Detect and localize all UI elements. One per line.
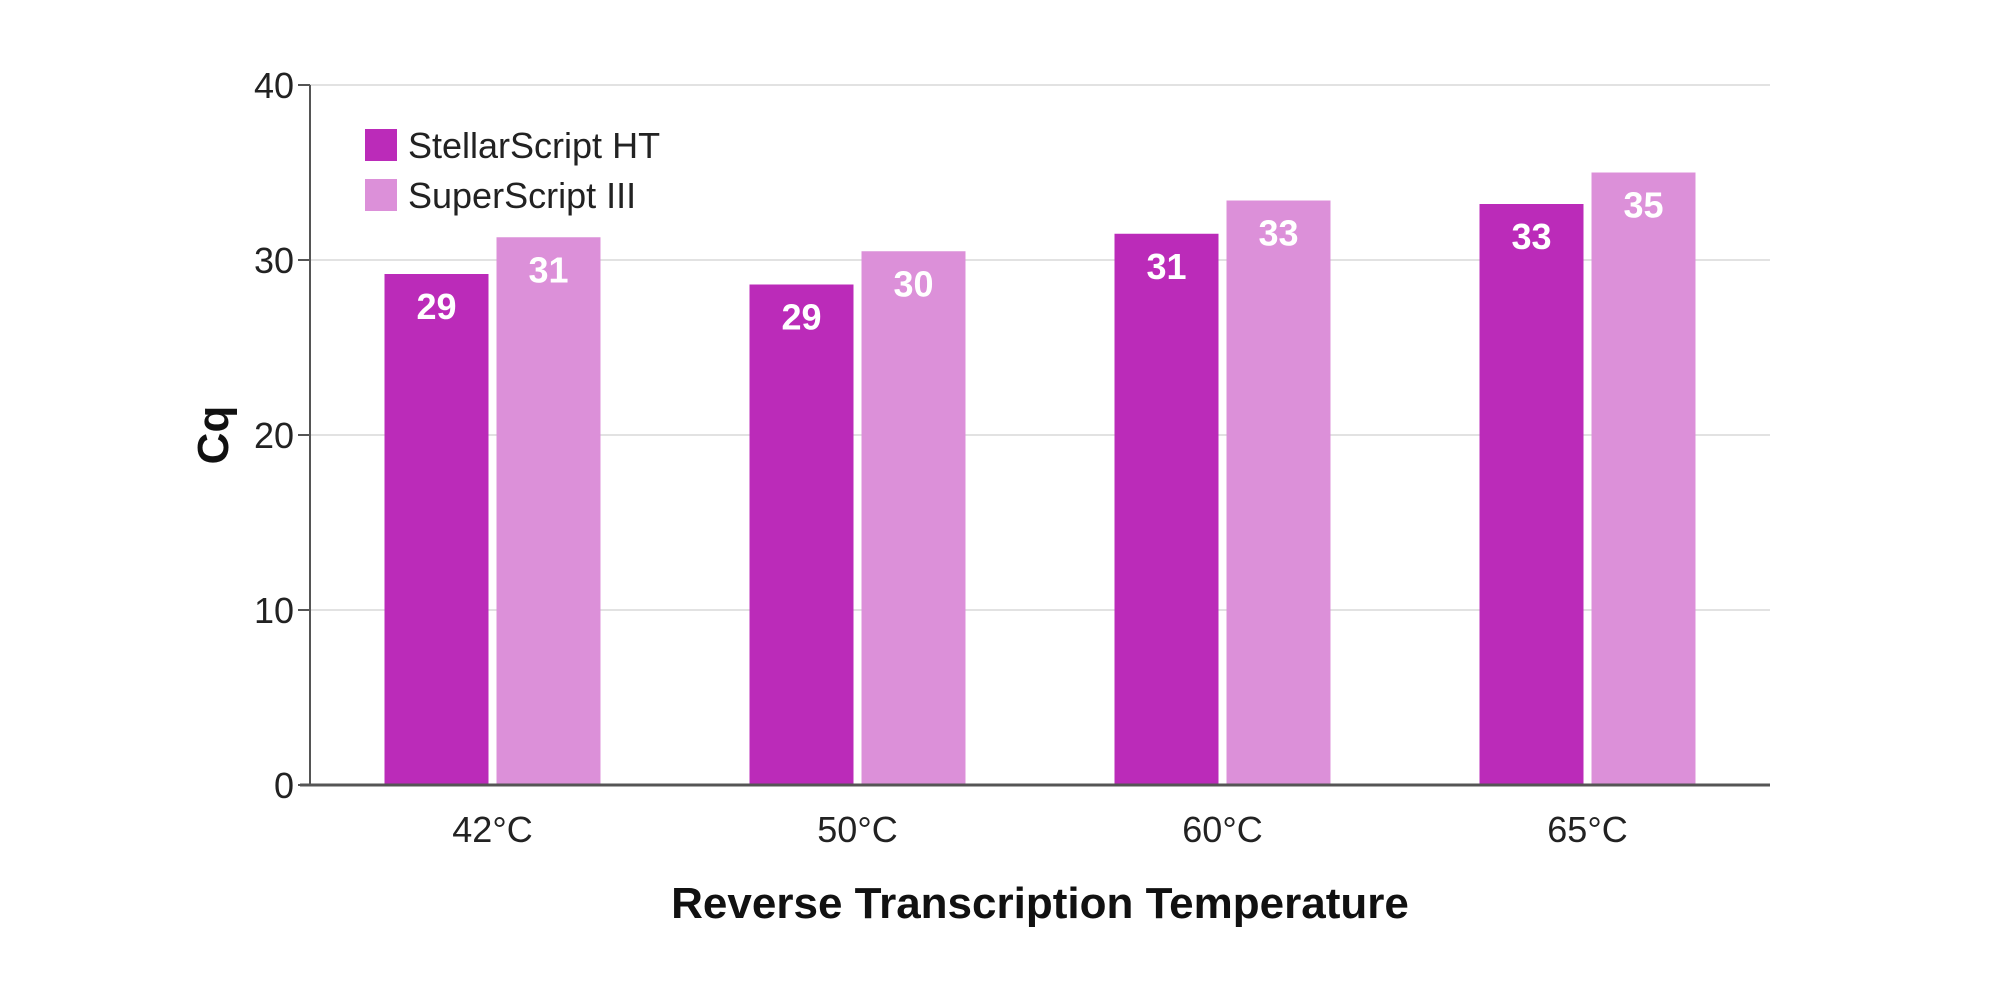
bar-superscript-0 bbox=[496, 237, 601, 785]
y-tick-label: 0 bbox=[274, 765, 294, 806]
data-label: 30 bbox=[893, 263, 933, 304]
y-tick-label: 10 bbox=[254, 590, 294, 631]
bar-superscript-2 bbox=[1226, 200, 1331, 785]
x-tick-label: 65°C bbox=[1547, 809, 1627, 850]
data-label: 29 bbox=[416, 286, 456, 327]
x-axis-title: Reverse Transcription Temperature bbox=[671, 879, 1409, 928]
data-label: 33 bbox=[1511, 216, 1551, 257]
bar-stellarscript-3 bbox=[1479, 204, 1584, 785]
data-labels: 29 31 29 30 31 33 33 35 bbox=[416, 185, 1663, 338]
y-tick-label: 40 bbox=[254, 65, 294, 106]
y-tick-label: 20 bbox=[254, 415, 294, 456]
x-ticks: 42°C 50°C 60°C 65°C bbox=[452, 809, 1627, 850]
bar-superscript-1 bbox=[861, 251, 966, 785]
bar-stellarscript-2 bbox=[1114, 233, 1219, 785]
legend-label-superscript: SuperScript III bbox=[408, 175, 636, 216]
y-tick-label: 30 bbox=[254, 240, 294, 281]
x-tick-label: 60°C bbox=[1182, 809, 1262, 850]
data-label: 31 bbox=[1146, 246, 1186, 287]
legend-label-stellarscript: StellarScript HT bbox=[408, 125, 660, 166]
bar-stellarscript-0 bbox=[384, 274, 489, 785]
bars bbox=[384, 172, 1696, 785]
x-tick-label: 50°C bbox=[817, 809, 897, 850]
legend-swatch-stellarscript bbox=[365, 129, 397, 161]
data-label: 33 bbox=[1258, 213, 1298, 254]
data-label: 29 bbox=[781, 297, 821, 338]
bar-stellarscript-1 bbox=[749, 284, 854, 785]
data-label: 31 bbox=[528, 249, 568, 290]
data-label: 35 bbox=[1623, 185, 1663, 226]
y-axis-title: Cq bbox=[189, 406, 238, 465]
y-ticks: 0 10 20 30 40 bbox=[254, 65, 310, 806]
legend: StellarScript HT SuperScript III bbox=[365, 125, 660, 216]
x-tick-label: 42°C bbox=[452, 809, 532, 850]
bar-superscript-3 bbox=[1591, 172, 1696, 785]
legend-swatch-superscript bbox=[365, 179, 397, 211]
